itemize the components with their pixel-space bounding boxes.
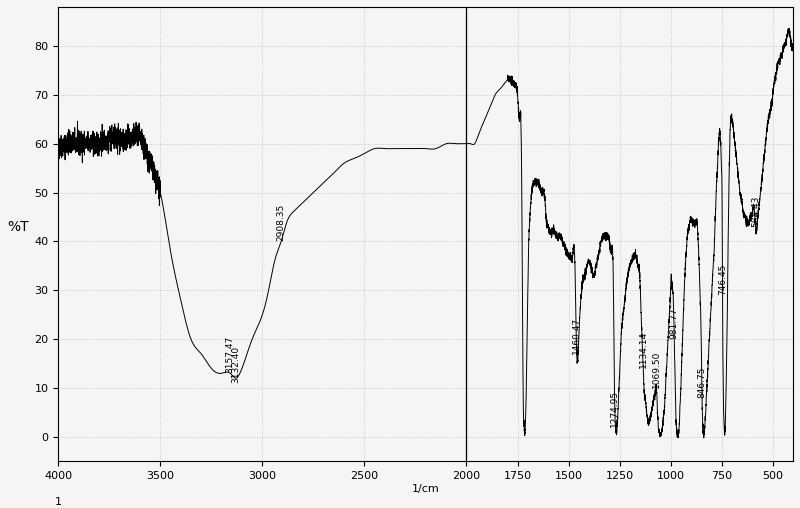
Text: 1134.14: 1134.14 <box>638 331 648 368</box>
Text: 1: 1 <box>54 497 62 507</box>
Text: 846.75: 846.75 <box>698 366 706 398</box>
Text: 584.43: 584.43 <box>751 196 760 227</box>
Text: 2908.35: 2908.35 <box>277 204 286 241</box>
Y-axis label: %T: %T <box>7 220 29 234</box>
X-axis label: 1/cm: 1/cm <box>412 484 439 494</box>
Text: 3157.47: 3157.47 <box>226 336 234 373</box>
Text: 746.45: 746.45 <box>718 264 727 295</box>
Text: 1460.47: 1460.47 <box>572 316 581 354</box>
Text: 1069.50: 1069.50 <box>652 351 661 388</box>
Text: 1274.95: 1274.95 <box>610 390 619 427</box>
Text: 981.77: 981.77 <box>670 307 679 339</box>
Text: 3132.40: 3132.40 <box>231 346 240 383</box>
